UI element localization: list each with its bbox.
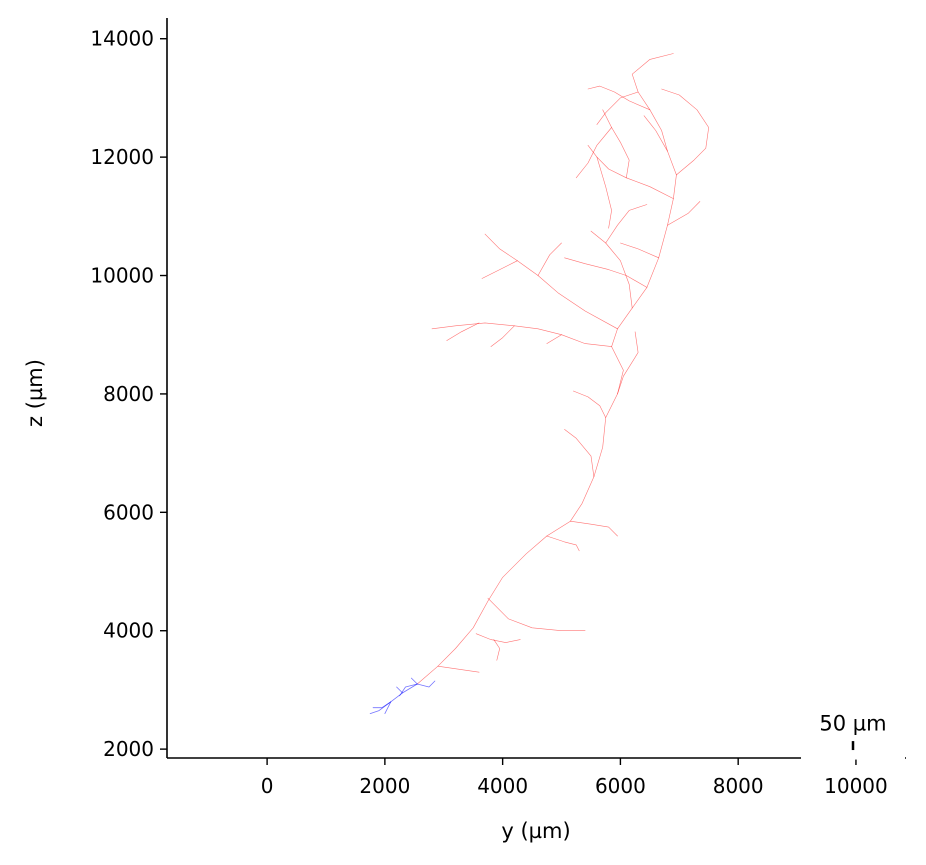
trace-segment [484, 233, 618, 330]
trace-segment [490, 325, 515, 347]
trace-segment [410, 677, 418, 685]
trace-segment [369, 683, 418, 714]
y-tick-label: 12000 [90, 145, 154, 169]
trace-segment [564, 257, 648, 288]
trace-segment [493, 639, 501, 661]
scalebar-label: 50 µm [819, 712, 886, 736]
trace-segment [572, 390, 607, 418]
trace-segment [487, 597, 586, 632]
trace-segment [667, 201, 701, 226]
y-tick-label: 4000 [103, 619, 154, 643]
y-tick-label: 2000 [103, 737, 154, 761]
y-tick-label: 6000 [103, 500, 154, 524]
trace-segment [437, 665, 480, 673]
trace-segment [446, 322, 480, 341]
trace-segment [643, 115, 668, 152]
x-tick-label: 6000 [595, 774, 646, 798]
trace-segment [416, 53, 677, 685]
trace-segment [546, 334, 562, 344]
x-tick-label: 8000 [713, 774, 764, 798]
y-axis-ticks: 2000 4000 6000 8000 10000 12000 14000 [90, 27, 167, 761]
plot-area [369, 53, 710, 714]
trace-segment [596, 156, 612, 229]
trace-segment [596, 91, 639, 125]
x-tick-label: 0 [261, 774, 274, 798]
y-tick-label: 8000 [103, 382, 154, 406]
x-axis-ticks: 0 2000 4000 6000 8000 10000 [261, 758, 888, 798]
x-tick-label: 10000 [824, 774, 888, 798]
trace-segment [546, 535, 580, 552]
trace-segment [537, 242, 562, 276]
trace-segment [587, 85, 651, 111]
trace-segment [617, 331, 639, 395]
x-tick-label: 2000 [359, 774, 410, 798]
y-axis-label: z (µm) [23, 359, 47, 427]
trace-segment [372, 701, 392, 709]
trace-segment [661, 88, 710, 176]
trace-segment [396, 686, 403, 694]
trace-segment [602, 109, 630, 179]
x-axis-label: y (µm) [501, 819, 570, 843]
trace-segment [431, 322, 612, 347]
trace-segment [570, 520, 618, 537]
trace-segment [620, 242, 660, 259]
trace-segment [399, 683, 418, 697]
trace-segment [587, 145, 674, 199]
y-tick-label: 10000 [90, 264, 154, 288]
trace-segment [384, 701, 392, 714]
trace-segment [575, 127, 612, 179]
trace-segment [564, 429, 595, 478]
trace-segment [590, 230, 633, 309]
trace-segment [605, 204, 648, 244]
y-tick-label: 14000 [90, 27, 154, 51]
trace-segment [475, 633, 521, 643]
x-tick-label: 4000 [477, 774, 528, 798]
trace-segment [416, 680, 436, 688]
trace-segment [481, 260, 518, 279]
